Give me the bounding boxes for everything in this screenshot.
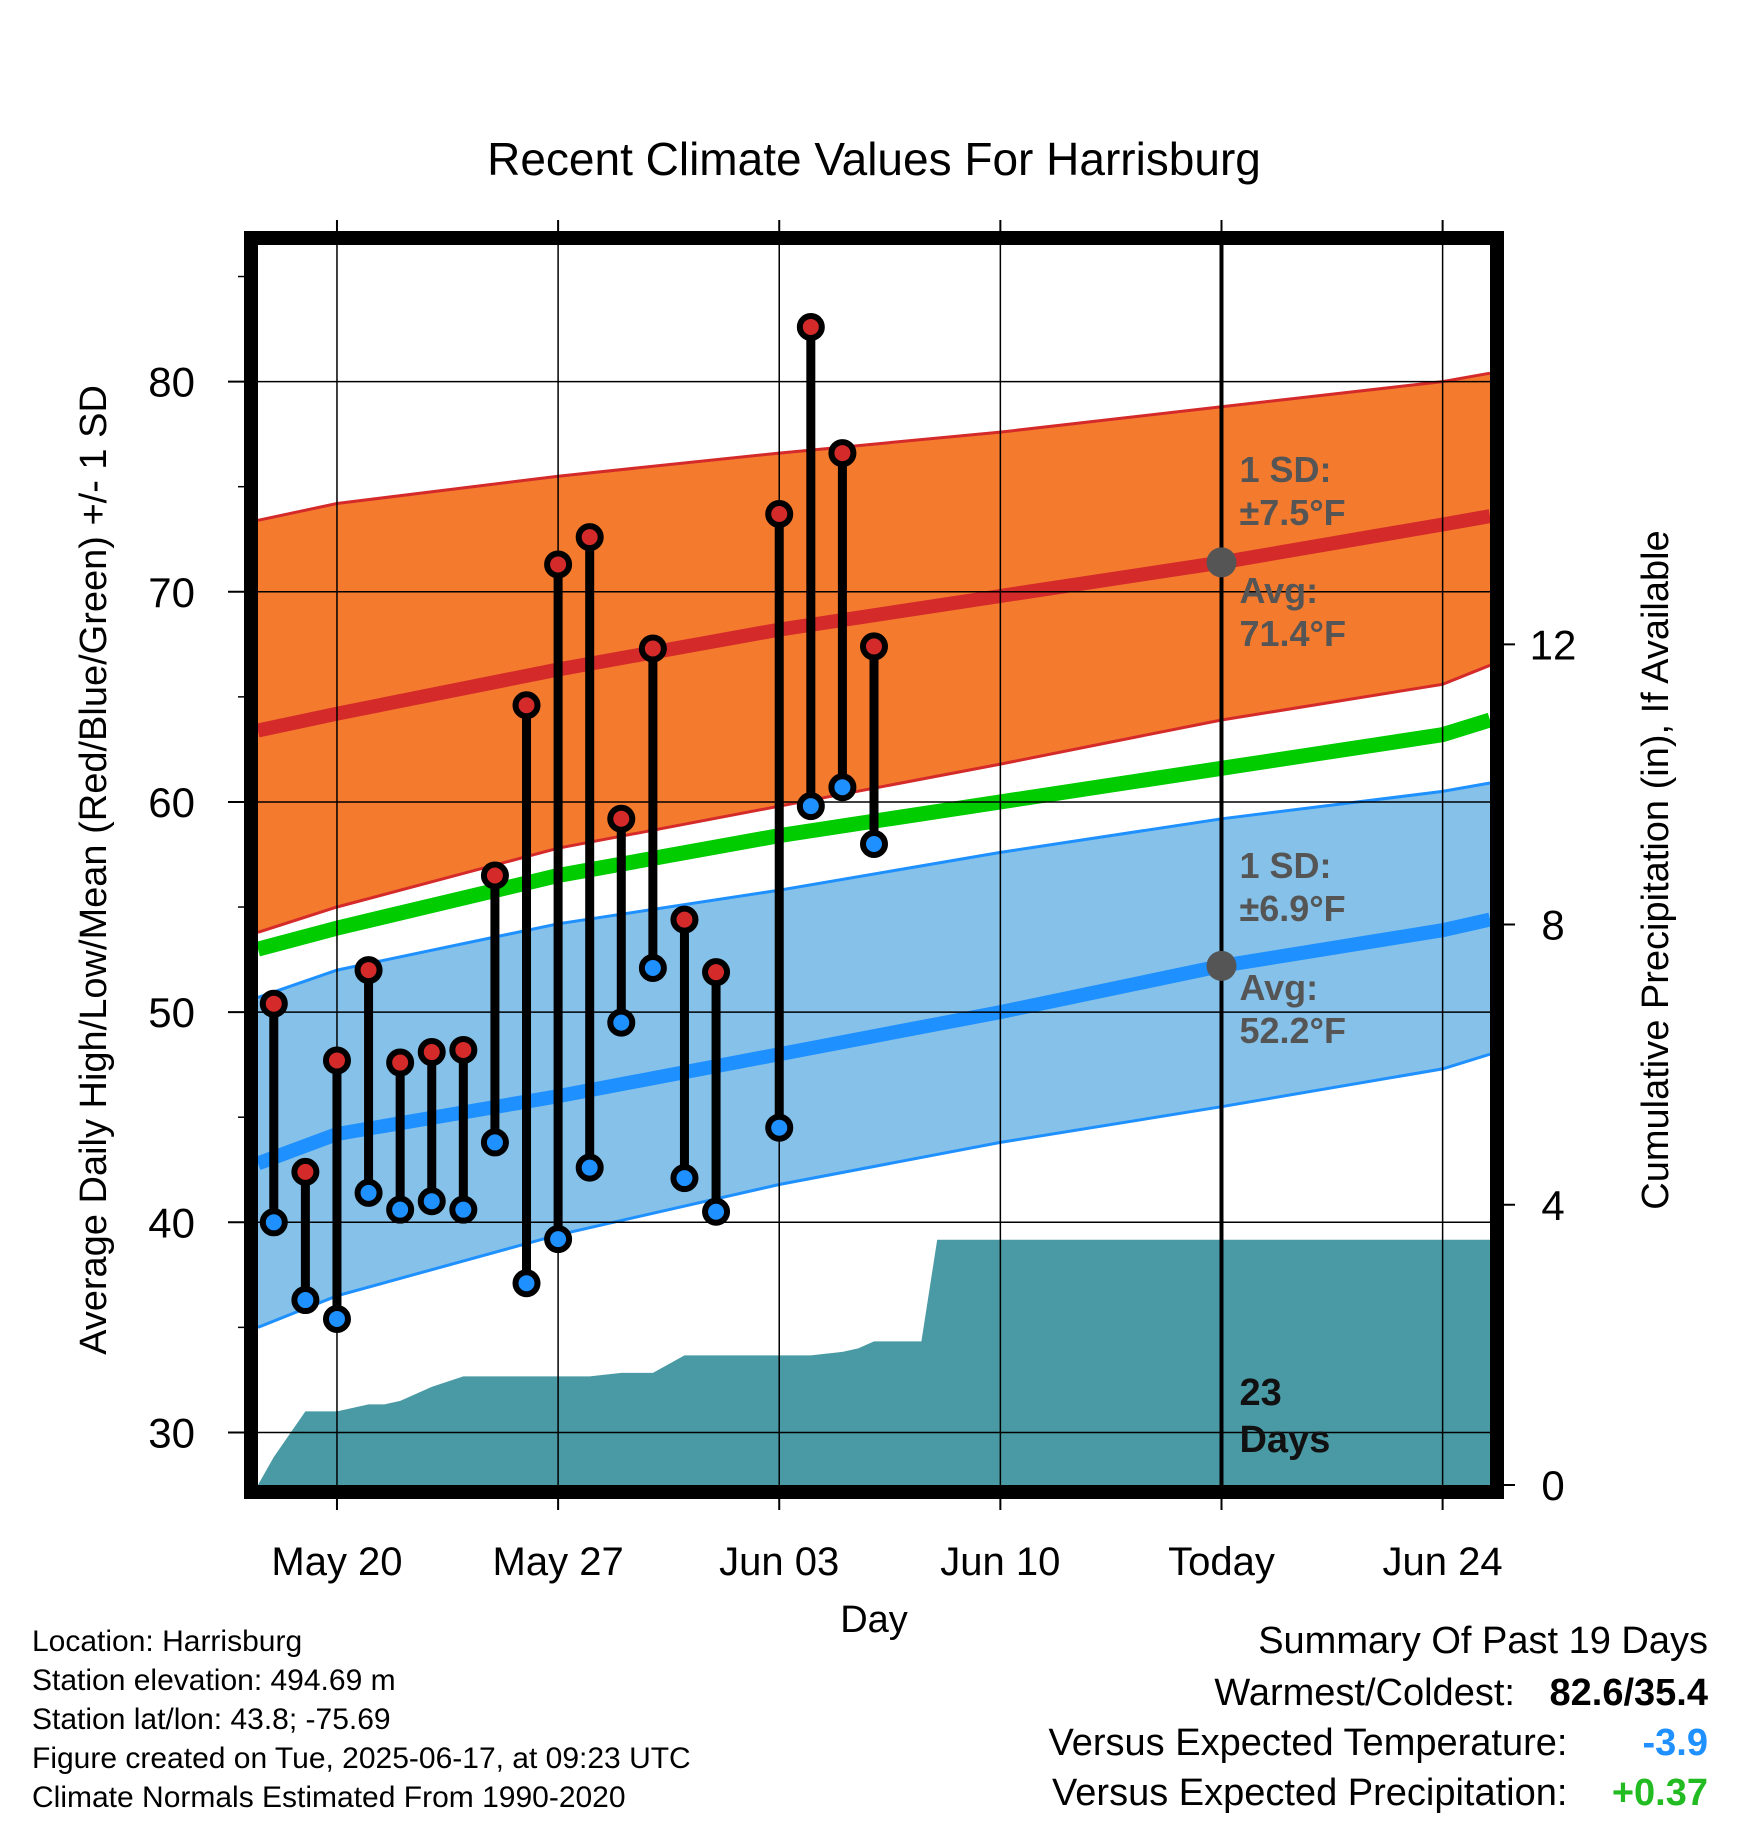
precip-area <box>258 1239 1490 1485</box>
x-tick-label: Jun 03 <box>719 1540 839 1584</box>
high-sd-band-upper-edge <box>257 371 1491 522</box>
low-marker <box>607 1008 636 1037</box>
plot-frame <box>244 231 1504 1499</box>
low-marker <box>322 1304 351 1333</box>
low-normal-line <box>255 912 1492 1170</box>
high-sd-band-lower-edge <box>257 663 1491 934</box>
high-avg-value: 71.4°F <box>1239 613 1345 654</box>
low-sd-band-lower-edge <box>257 1052 1491 1329</box>
low-marker <box>765 1113 794 1142</box>
y-tick-label: 80 <box>148 359 195 406</box>
x-tick-label: Jun 10 <box>940 1540 1060 1584</box>
high-sd-value: ±7.5°F <box>1239 492 1345 533</box>
low-marker <box>638 953 667 982</box>
low-marker <box>670 1164 699 1193</box>
x-tick-label: May 27 <box>493 1540 624 1584</box>
y2-tick-label: 12 <box>1530 621 1577 668</box>
high-marker <box>480 861 509 890</box>
high-marker <box>544 550 573 579</box>
high-marker <box>765 500 794 529</box>
y2-tick-label: 4 <box>1541 1182 1564 1229</box>
high-normal-line <box>256 509 1492 738</box>
high-marker <box>828 439 857 468</box>
high-marker <box>291 1157 320 1186</box>
low-marker <box>259 1208 288 1237</box>
today-high-avg-marker <box>1206 547 1237 578</box>
location-text: Location: Harrisburg <box>32 1625 303 1658</box>
temp-value: -3.9 <box>1642 1722 1708 1764</box>
y-tick-label: 30 <box>148 1409 195 1456</box>
x-tick-label: Jun 24 <box>1383 1540 1503 1584</box>
high-marker <box>512 691 541 720</box>
low-marker <box>386 1195 415 1224</box>
temp-label: Versus Expected Temperature: <box>1048 1722 1568 1764</box>
summary-temp: Versus Expected Temperature: -3.9 <box>1049 1722 1708 1765</box>
high-marker <box>607 804 636 833</box>
mean-normal-line <box>256 712 1493 957</box>
x-axis-label: Day <box>840 1599 908 1641</box>
low-marker <box>796 792 825 821</box>
high-sd-label: 1 SD: <box>1239 449 1331 490</box>
low-marker <box>512 1269 541 1298</box>
created-text: Figure created on Tue, 2025-06-17, at 09… <box>32 1742 691 1775</box>
low-marker <box>860 829 888 858</box>
low-marker <box>291 1286 320 1315</box>
warmest-coldest-label: Warmest/Coldest: <box>1214 1672 1515 1714</box>
days-label: Days <box>1239 1419 1330 1461</box>
y2-axis-label: Cumulative Precipitation (in), If Availa… <box>1635 530 1677 1209</box>
low-avg-value: 52.2°F <box>1239 1010 1345 1051</box>
x-tick-label: Today <box>1168 1540 1275 1584</box>
high-marker <box>259 989 288 1018</box>
days-count: 23 <box>1239 1372 1281 1414</box>
today-low-avg-marker <box>1206 950 1237 981</box>
low-marker <box>702 1197 731 1226</box>
y-tick-label: 60 <box>148 779 195 826</box>
high-marker <box>702 958 731 987</box>
elevation-text: Station elevation: 494.69 m <box>32 1664 396 1697</box>
high-marker <box>449 1035 478 1064</box>
y2-tick-label: 0 <box>1541 1462 1564 1509</box>
chart-title: Recent Climate Values For Harrisburg <box>487 133 1261 185</box>
high-marker <box>670 905 699 934</box>
y-tick-label: 40 <box>148 1199 195 1246</box>
high-avg-label: Avg: <box>1239 570 1318 611</box>
summary-warmest-coldest: Warmest/Coldest: 82.6/35.4 <box>1214 1672 1708 1715</box>
y-tick-label: 50 <box>148 989 195 1036</box>
y-tick-label: 70 <box>148 569 195 616</box>
summary-title: Summary Of Past 19 Days <box>1258 1620 1708 1662</box>
y-axis-label: Average Daily High/Low/Mean (Red/Blue/Gr… <box>73 385 115 1355</box>
low-sd-value: ±6.9°F <box>1239 888 1345 929</box>
high-marker <box>354 956 383 985</box>
high-marker <box>322 1046 351 1075</box>
low-sd-band <box>258 783 1490 1328</box>
x-tick-label: May 20 <box>271 1540 402 1584</box>
low-marker <box>449 1195 478 1224</box>
warmest-coldest-value: 82.6/35.4 <box>1549 1672 1708 1714</box>
low-sd-label: 1 SD: <box>1239 845 1331 886</box>
summary-precip: Versus Expected Precipitation: +0.37 <box>1052 1772 1708 1815</box>
high-marker <box>796 312 825 341</box>
low-marker <box>575 1153 604 1182</box>
latlon-text: Station lat/lon: 43.8; -75.69 <box>32 1703 391 1736</box>
precip-label: Versus Expected Precipitation: <box>1052 1772 1568 1814</box>
high-marker <box>575 523 604 552</box>
low-marker <box>828 773 857 802</box>
precip-value: +0.37 <box>1611 1772 1708 1814</box>
y2-tick-label: 8 <box>1541 902 1564 949</box>
normals-text: Climate Normals Estimated From 1990-2020 <box>32 1781 626 1814</box>
high-marker <box>860 632 888 661</box>
low-avg-label: Avg: <box>1239 967 1318 1008</box>
low-marker <box>417 1187 446 1216</box>
low-marker <box>480 1128 509 1157</box>
high-marker <box>386 1048 415 1077</box>
low-marker <box>354 1178 383 1207</box>
high-marker <box>417 1038 446 1067</box>
high-marker <box>638 634 667 663</box>
low-marker <box>544 1225 573 1254</box>
